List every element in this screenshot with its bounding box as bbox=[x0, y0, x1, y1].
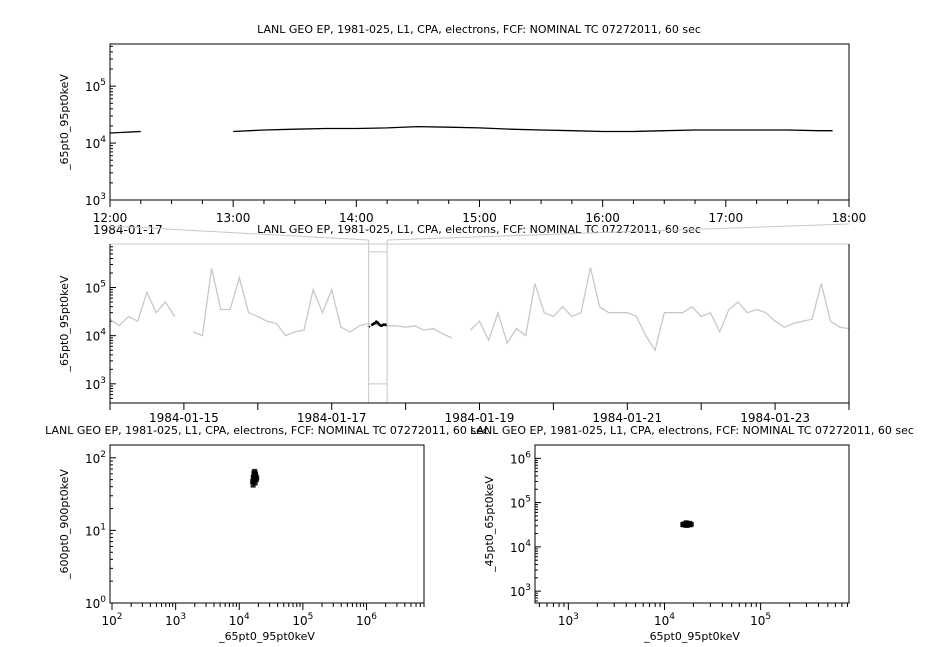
y-tick-label: 104 bbox=[85, 135, 106, 151]
plot-frame bbox=[109, 43, 850, 201]
scatter-point bbox=[686, 520, 692, 526]
x-axis-label: _65pt0_95pt0keV bbox=[643, 630, 740, 643]
x-tick-label: 1984-01-17 bbox=[297, 411, 367, 425]
y-tick-label: 103 bbox=[85, 192, 106, 208]
scatter-point bbox=[683, 520, 689, 526]
y-tick-label: 106 bbox=[510, 450, 531, 466]
x-tick-label: 106 bbox=[356, 612, 377, 628]
x-tick-label: 1984-01-23 bbox=[740, 411, 810, 425]
y-tick-label: 103 bbox=[510, 583, 531, 599]
y-tick-label: 105 bbox=[510, 495, 531, 511]
x-tick-label: 1984-01-21 bbox=[592, 411, 662, 425]
scatter-point bbox=[251, 470, 257, 476]
y-tick-label: 105 bbox=[85, 279, 106, 295]
scatter-point bbox=[250, 479, 256, 485]
plot-frame bbox=[534, 444, 850, 604]
x-date-label: 1984-01-17 bbox=[93, 223, 163, 237]
zoom-connector-left bbox=[109, 225, 369, 241]
y-tick-label: 101 bbox=[85, 522, 106, 538]
x-tick-label: 105 bbox=[750, 612, 771, 628]
plot-frame bbox=[109, 444, 425, 604]
chart-title: LANL GEO EP, 1981-025, L1, CPA, electron… bbox=[45, 424, 489, 437]
y-tick-label: 103 bbox=[85, 376, 106, 392]
series-line bbox=[110, 127, 849, 133]
y-tick-label: 104 bbox=[510, 539, 531, 555]
scatter-point bbox=[681, 522, 687, 528]
x-tick-label: 13:00 bbox=[216, 211, 251, 225]
x-tick-label: 1984-01-15 bbox=[149, 411, 219, 425]
y-tick-label: 100 bbox=[85, 595, 106, 611]
highlight-series-line bbox=[367, 319, 388, 328]
x-tick-label: 15:00 bbox=[462, 211, 497, 225]
chart-title: LANL GEO EP, 1981-025, L1, CPA, electron… bbox=[470, 424, 914, 437]
x-tick-label: 104 bbox=[654, 612, 675, 628]
context-series-line bbox=[109, 267, 850, 352]
zoom-connector-right bbox=[387, 223, 850, 241]
x-tick-label: 14:00 bbox=[339, 211, 374, 225]
chart-title: LANL GEO EP, 1981-025, L1, CPA, electron… bbox=[257, 23, 701, 36]
chart-title: LANL GEO EP, 1981-025, L1, CPA, electron… bbox=[257, 223, 701, 236]
y-axis-label: _600pt0_900pt0keV bbox=[58, 469, 71, 580]
x-tick-label: 1984-01-19 bbox=[445, 411, 515, 425]
scatter-point bbox=[250, 474, 256, 480]
x-tick-label: 105 bbox=[292, 612, 313, 628]
y-tick-label: 105 bbox=[85, 78, 106, 94]
x-tick-label: 16:00 bbox=[585, 211, 620, 225]
x-tick-label: 103 bbox=[165, 612, 186, 628]
x-tick-label: 18:00 bbox=[832, 211, 867, 225]
x-tick-label: 17:00 bbox=[709, 211, 744, 225]
x-tick-label: 103 bbox=[558, 612, 579, 628]
scatter-point bbox=[252, 480, 258, 486]
y-axis-label: _65pt0_95pt0keV bbox=[58, 275, 71, 372]
y-tick-label: 102 bbox=[85, 450, 106, 466]
x-axis-label: _65pt0_95pt0keV bbox=[218, 630, 315, 643]
x-tick-label: 12:00 bbox=[93, 211, 128, 225]
y-axis-label: _65pt0_95pt0keV bbox=[58, 74, 71, 171]
y-tick-label: 104 bbox=[85, 328, 106, 344]
y-axis-label: _45pt0_65pt0keV bbox=[483, 476, 496, 573]
scatter-point bbox=[254, 475, 260, 481]
x-tick-label: 104 bbox=[229, 612, 250, 628]
x-tick-label: 102 bbox=[101, 612, 122, 628]
